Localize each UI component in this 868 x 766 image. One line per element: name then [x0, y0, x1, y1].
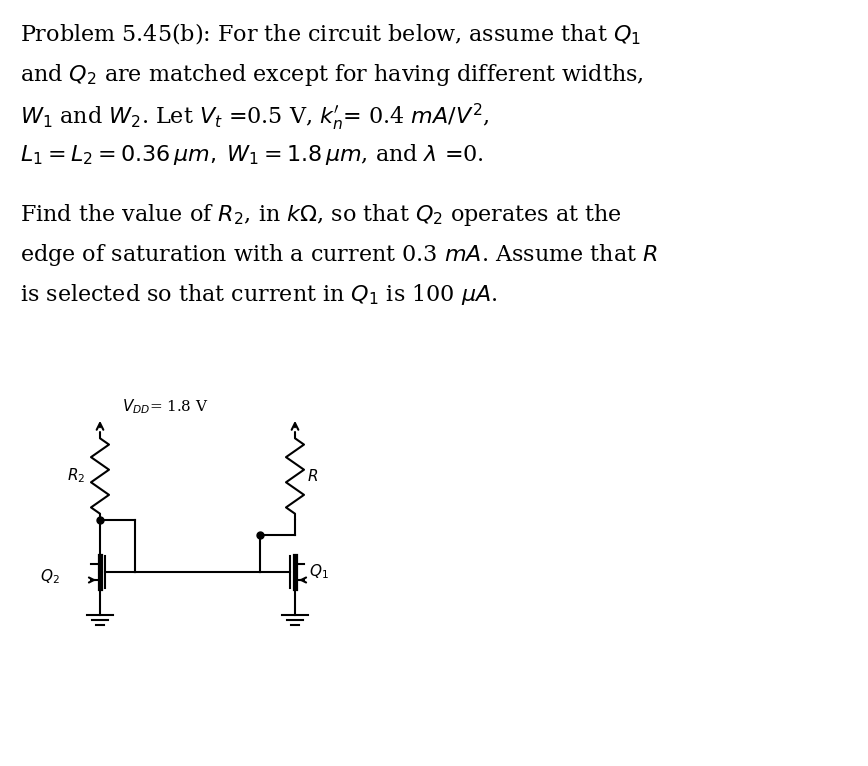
Text: $Q_2$: $Q_2$ [40, 568, 60, 586]
Text: $\mathit{W}_1$ and $\mathit{W}_2$. Let $\mathit{V}_t$ =0.5 V, $\mathit{k^{\prime: $\mathit{W}_1$ and $\mathit{W}_2$. Let $… [20, 102, 490, 133]
Text: $R$: $R$ [307, 468, 319, 484]
Text: $\mathit{L}_1 = \mathit{L}_2 =0.36\,\mu m,\; \mathit{W}_1 = 1.8\,\mu m$, and $\l: $\mathit{L}_1 = \mathit{L}_2 =0.36\,\mu … [20, 142, 484, 167]
Text: and $\mathit{Q}_2$ are matched except for having different widths,: and $\mathit{Q}_2$ are matched except fo… [20, 62, 644, 88]
Text: is selected so that current in $\mathit{Q}_1$ is 100 $\mu A$.: is selected so that current in $\mathit{… [20, 282, 497, 307]
Text: $R_2$: $R_2$ [67, 466, 85, 486]
Text: edge of saturation with a current 0.3 $\mathit{mA}$. Assume that $\mathit{R}$: edge of saturation with a current 0.3 $\… [20, 242, 658, 268]
Text: Find the value of $\mathit{R}_2$, in $\mathit{k}\Omega$, so that $\mathit{Q}_2$ : Find the value of $\mathit{R}_2$, in $\m… [20, 202, 622, 228]
Text: $V_{DD}$= 1.8 V: $V_{DD}$= 1.8 V [122, 398, 209, 416]
Text: $Q_1$: $Q_1$ [309, 563, 329, 581]
Text: Problem 5.45(b): For the circuit below, assume that $\mathit{Q}_1$: Problem 5.45(b): For the circuit below, … [20, 22, 641, 47]
